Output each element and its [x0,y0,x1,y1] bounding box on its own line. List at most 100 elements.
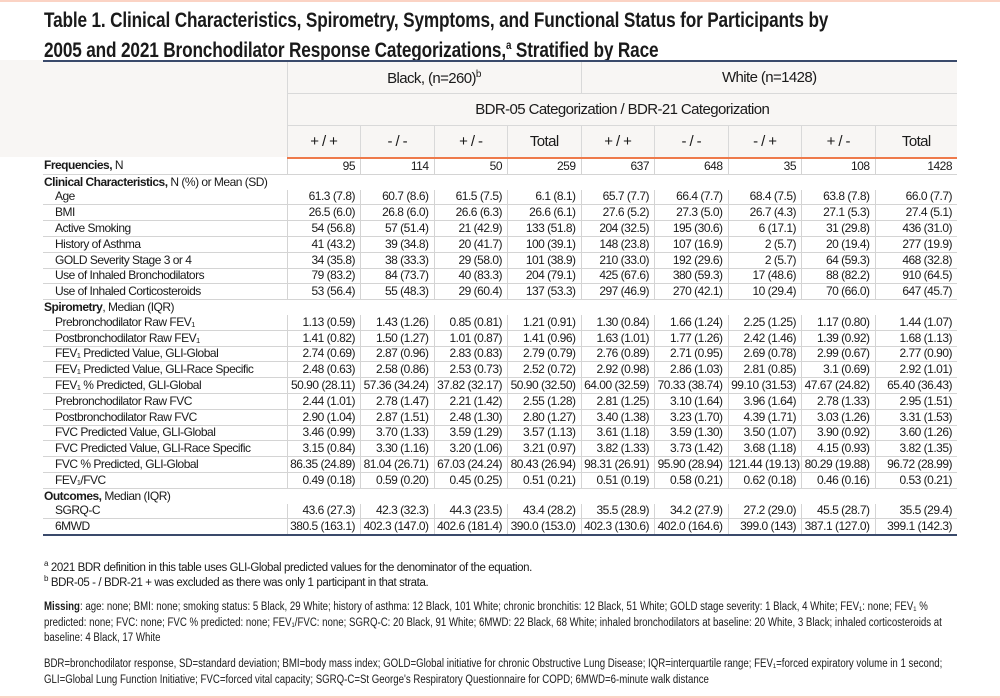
table-row: Frequencies, N 95 114 50 259 637 648 35 108 1428 [43,158,958,175]
table-cell: 3.70 (1.33) [360,425,434,442]
table-cell: 0.85 (0.81) [433,314,508,331]
table-cell: 2.42 (1.46) [727,330,802,347]
table-cell: 3.40 (1.38) [580,409,655,426]
table-cell: 60.7 (8.6) [360,189,434,206]
table-cell: 29 (58.0) [433,252,508,269]
table-cell: 61.5 (7.5) [433,189,508,206]
table-cell: 2.69 (0.78) [727,346,802,363]
table-cell: 270 (42.1) [654,283,729,301]
table-cell: 387.1 (127.0) [801,518,876,536]
abbreviations-note: BDR=bronchodilator response, SD=standard… [44,658,943,686]
table-cell: 204 (32.5) [580,220,655,237]
table-cell: 70.33 (38.74) [654,377,729,394]
table-cell: 137 (53.3) [507,283,582,301]
table-cell: 1.39 (0.92) [801,330,876,347]
table-cell: 637 [580,158,655,175]
table-cell: 0.46 (0.16) [801,472,876,489]
table-cell: 2.48 (1.30) [433,409,508,426]
row-label: FEV₁ Predicted Value, GLI-Race Specific [43,361,287,379]
table-cell: 29 (60.4) [433,283,508,301]
table-cell: 10 (29.4) [727,283,802,301]
section-header-row: Outcomes, Median (IQR) [43,488,957,503]
table-row: FEV₁ Predicted Value, GLI-Race Specific 2… [43,361,958,379]
table-cell: 65.7 (7.7) [580,189,655,206]
table-cell: 2.52 (0.72) [507,361,582,379]
table-cell: 50.90 (28.11) [286,377,361,394]
table-row: FVC Predicted Value, GLI-Race Specific 3.… [43,440,958,458]
table-cell: 390.0 (153.0) [507,518,582,536]
table-cell: 192 (29.6) [654,252,729,269]
table-cell: 6.1 (8.1) [507,189,582,206]
table-cell: 3.23 (1.70) [654,409,729,426]
table-cell: 81.04 (26.71) [360,456,434,473]
table-cell: 86.35 (24.89) [286,456,361,473]
table-cell: 133 (51.8) [507,220,582,237]
table-cell: 1.13 (0.59) [286,314,361,331]
table-cell: 2.87 (1.51) [360,409,434,426]
table-cell: 3.68 (1.18) [727,440,802,458]
data-table: Black, (n=260)b White (n=1428) BDR-05 Ca… [43,60,958,536]
table-row: Postbronchodilator Raw FEV₁ 1.41 (0.82) 1.… [43,330,958,347]
table-cell: 3.82 (1.35) [874,440,958,458]
table-cell: 1.01 (0.87) [433,330,508,347]
column-header: + / - [433,125,508,159]
table-cell: 3.03 (1.26) [801,409,876,426]
column-header: + / + [580,125,655,159]
table-cell: 0.58 (0.21) [654,472,729,489]
table-cell: 0.51 (0.19) [580,472,655,489]
table-cell: 3.96 (1.64) [727,393,802,410]
table-cell: 3.82 (1.33) [580,440,655,458]
table-cell: 0.59 (0.20) [360,472,434,489]
table-cell: 35 [727,158,802,175]
table-cell: 66.0 (7.7) [874,189,958,206]
table-cell: 2.53 (0.73) [433,361,508,379]
table-cell: 45.5 (28.7) [801,503,876,520]
table-cell: 2.58 (0.86) [360,361,434,379]
table-cell: 1.44 (1.07) [874,314,958,331]
table-cell: 54 (56.8) [286,220,361,237]
row-label-rest: , Median (IQR) [102,300,175,315]
table-cell: 1.63 (1.01) [580,330,655,347]
subheader-categorization: BDR-05 Categorization / BDR-21 Categoriz… [286,93,958,126]
row-label-rest: Median (IQR) [101,488,171,503]
table-cell: 1.41 (0.96) [507,330,582,347]
table-cell: 68.4 (7.5) [727,189,802,206]
table-cell: 27.2 (29.0) [727,503,802,520]
group-white: White (n=1428) [580,61,958,94]
table-cell: 3.20 (1.06) [433,440,508,458]
table-cell: 3.73 (1.42) [654,440,729,458]
row-label: FEV₁ % Predicted, GLI-Global [43,377,287,394]
table-cell: 3.21 (0.97) [507,440,582,458]
table-cell: 3.10 (1.64) [654,393,729,410]
table-cell: 65.40 (36.43) [874,377,958,394]
top-border [0,0,1000,2]
table-cell: 66.4 (7.7) [654,189,729,206]
table-cell: 2.92 (0.98) [580,361,655,379]
table-cell: 64.00 (32.59) [580,377,655,394]
table-cell: 402.3 (130.6) [580,518,655,536]
table-row: Prebronchodilator Raw FVC 2.44 (1.01) 2.78… [43,393,958,410]
table-cell: 42.3 (32.3) [360,503,434,520]
table-cell: 910 (64.5) [874,268,958,285]
table-cell: 84 (73.7) [360,268,434,285]
table-cell: 53 (56.4) [286,283,361,301]
row-label-rest: N [112,158,124,173]
table-cell: 1.77 (1.26) [654,330,729,347]
table-cell: 2.48 (0.63) [286,361,361,379]
table-row: History of Asthma 41 (43.2) 39 (34.8) 20 (4… [43,236,958,253]
table-cell: 61.3 (7.8) [286,189,361,206]
missing-note: Missing: age: none; BMI: none; smoking s… [44,601,942,644]
header-blank [43,61,287,158]
table-cell: 1.50 (1.27) [360,330,434,347]
table-cell: 21 (42.9) [433,220,508,237]
table-cell: 399.0 (143) [727,518,802,536]
table-body: Frequencies, N 95 114 50 259 637 648 35 108 1428 C… [43,158,958,536]
table-row: SGRQ-C 43.6 (27.3) 42.3 (32.3) 44.3 (23.5) 4… [43,503,958,520]
table-cell: 2.78 (1.47) [360,393,434,410]
table-cell: 2.95 (1.51) [874,393,958,410]
table-cell: 121.44 (19.13) [727,456,802,473]
table-cell: 3.46 (0.99) [286,425,361,442]
table-cell: 108 [801,158,876,175]
table-row: Age 61.3 (7.8) 60.7 (8.6) 61.5 (7.5) 6.1 (8.… [43,189,958,206]
footnote-a: a 2021 BDR definition in this table uses… [44,559,532,574]
